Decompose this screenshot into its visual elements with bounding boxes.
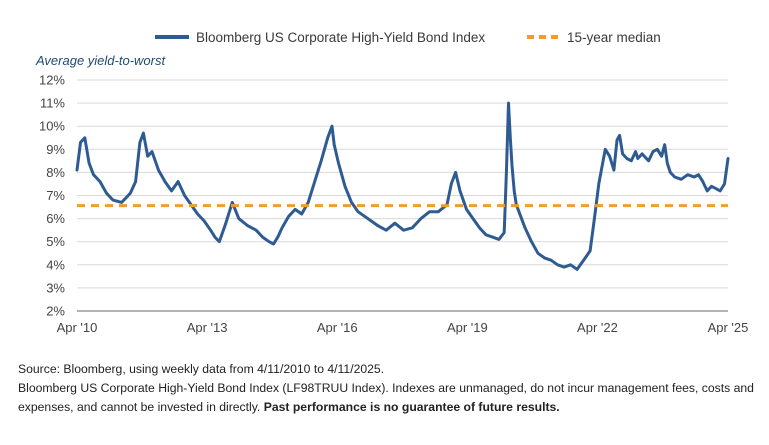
series-line-hy-index [75,101,730,271]
y-tick-label: 6% [46,211,65,226]
x-tick-label: Apr '22 [577,320,618,335]
x-tick-labels: Apr '10 Apr '13 Apr '16 Apr '19 Apr '22 Apr '… [57,320,749,335]
y-tick-label: 9% [46,142,65,157]
y-tick-label: 3% [46,280,65,295]
x-tick-label: Apr '13 [187,320,228,335]
y-tick-label: 8% [46,165,65,180]
chart-notes: Source: Bloomberg, using weekly data fro… [18,360,758,417]
gridlines [77,79,728,289]
y-tick-label: 2% [46,304,65,319]
disclaimer-bold: Past performance is no guarantee of futu… [263,400,560,414]
yield-chart: Bloomberg US Corporate High-Yield Bond I… [35,30,749,335]
y-tick-label: 12% [39,73,65,88]
y-axis-label: Average yield-to-worst [35,53,166,68]
y-tick-label: 5% [46,234,65,249]
x-tick-label: Apr '16 [317,320,358,335]
legend-label-index: Bloomberg US Corporate High-Yield Bond I… [196,30,485,45]
y-tick-label: 10% [39,119,65,134]
x-tick-label: Apr '25 [708,320,749,335]
x-tick-label: Apr '10 [57,320,98,335]
y-tick-label: 4% [46,257,65,272]
y-tick-label: 7% [46,188,65,203]
y-tick-label: 11% [40,96,65,111]
disclaimer-note: Bloomberg US Corporate High-Yield Bond I… [18,379,758,417]
disclaimer-text: Bloomberg US Corporate High-Yield Bond I… [18,381,754,414]
x-tick-label: Apr '19 [447,320,488,335]
y-tick-labels: 12% 11% 10% 9% 8% 7% 6% 5% 4% 3% 2% [39,73,65,319]
legend-label-median: 15-year median [567,30,661,45]
chart-legend: Bloomberg US Corporate High-Yield Bond I… [155,30,661,45]
source-note: Source: Bloomberg, using weekly data fro… [18,362,385,376]
